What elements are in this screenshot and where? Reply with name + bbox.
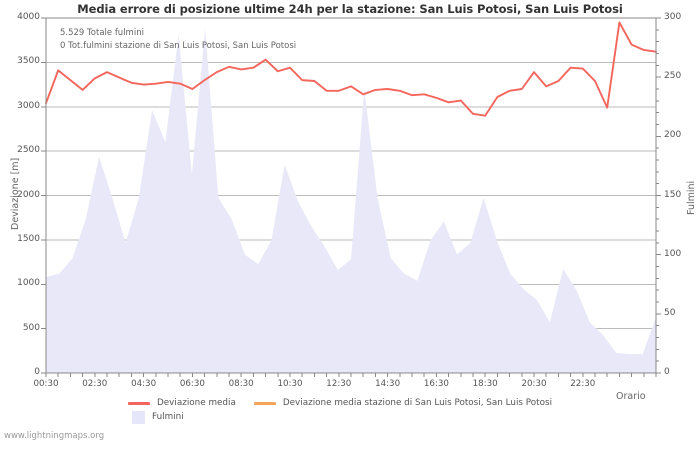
y-axis-left-tick-500: 500 [22,322,40,333]
y-axis-left-tick-1500: 1500 [17,233,40,244]
legend-label-deviazione-media: Deviazione media [157,398,236,408]
y-axis-right-title: Fulmini [686,180,697,215]
y-axis-left-tick-2000: 2000 [17,189,40,200]
x-axis-tick-1630: 16:30 [423,379,449,389]
x-axis-tick-1430: 14:30 [375,379,401,389]
y-axis-right-tick-250: 250 [664,71,682,82]
x-axis-tick-1030: 10:30 [277,379,303,389]
x-axis-tick-0830: 08:30 [228,379,254,389]
legend-item-deviazione-media: Deviazione media [128,398,236,408]
x-axis-tick-2230: 22:30 [570,379,596,389]
annotation-total-lightning: 5.529 Totale fulmini [60,28,144,38]
y-axis-right-tick-150: 150 [664,189,682,200]
x-axis-tick-1230: 12:30 [326,379,352,389]
y-axis-left-tick-2500: 2500 [17,145,40,156]
legend-swatch-fulmini [132,410,145,424]
y-axis-right-tick-50: 50 [664,307,676,318]
y-axis-right-tick-300: 300 [664,12,682,22]
footer-source-url: www.lightningmaps.org [4,431,105,441]
y-axis-left-tick-3000: 3000 [17,100,40,111]
legend-row-secondary: Fulmini [0,410,700,424]
legend-item-fulmini: Fulmini [128,410,184,424]
x-axis-tick-0430: 04:30 [131,379,157,389]
x-axis-tick-0230: 02:30 [82,379,108,389]
y-axis-right-tick-200: 200 [664,130,682,141]
x-axis-title: Orario [616,391,646,402]
chart-legend: Deviazione media Deviazione media stazio… [0,396,700,424]
y-axis-left-tick-0: 0 [34,367,40,377]
chart-title: Media errore di posizione ultime 24h per… [77,2,623,16]
legend-label-fulmini: Fulmini [152,412,184,422]
annotation-station-lightning: 0 Tot.fulmini stazione di San Luis Potos… [60,41,297,51]
y-axis-left-tick-1000: 1000 [17,278,40,289]
legend-swatch-deviazione-stazione [253,401,276,405]
y-axis-left-title: Deviazione [m] [10,157,21,230]
legend-swatch-deviazione-media [128,401,150,405]
legend-label-deviazione-stazione: Deviazione media stazione di San Luis Po… [282,398,553,408]
legend-item-deviazione-stazione: Deviazione media stazione di San Luis Po… [253,398,553,408]
y-axis-left-tick-3500: 3500 [17,56,40,67]
y-axis-right-tick-0: 0 [664,367,670,377]
y-axis-right-tick-100: 100 [664,248,682,259]
x-axis-tick-0030: 00:30 [33,379,59,389]
y-axis-left-tick-4000: 4000 [17,12,40,22]
x-axis-tick-0630: 06:30 [179,379,205,389]
x-axis-tick-1830: 18:30 [472,379,498,389]
legend-row-primary: Deviazione media Deviazione media stazio… [0,396,700,410]
x-axis-tick-2030: 20:30 [521,379,547,389]
